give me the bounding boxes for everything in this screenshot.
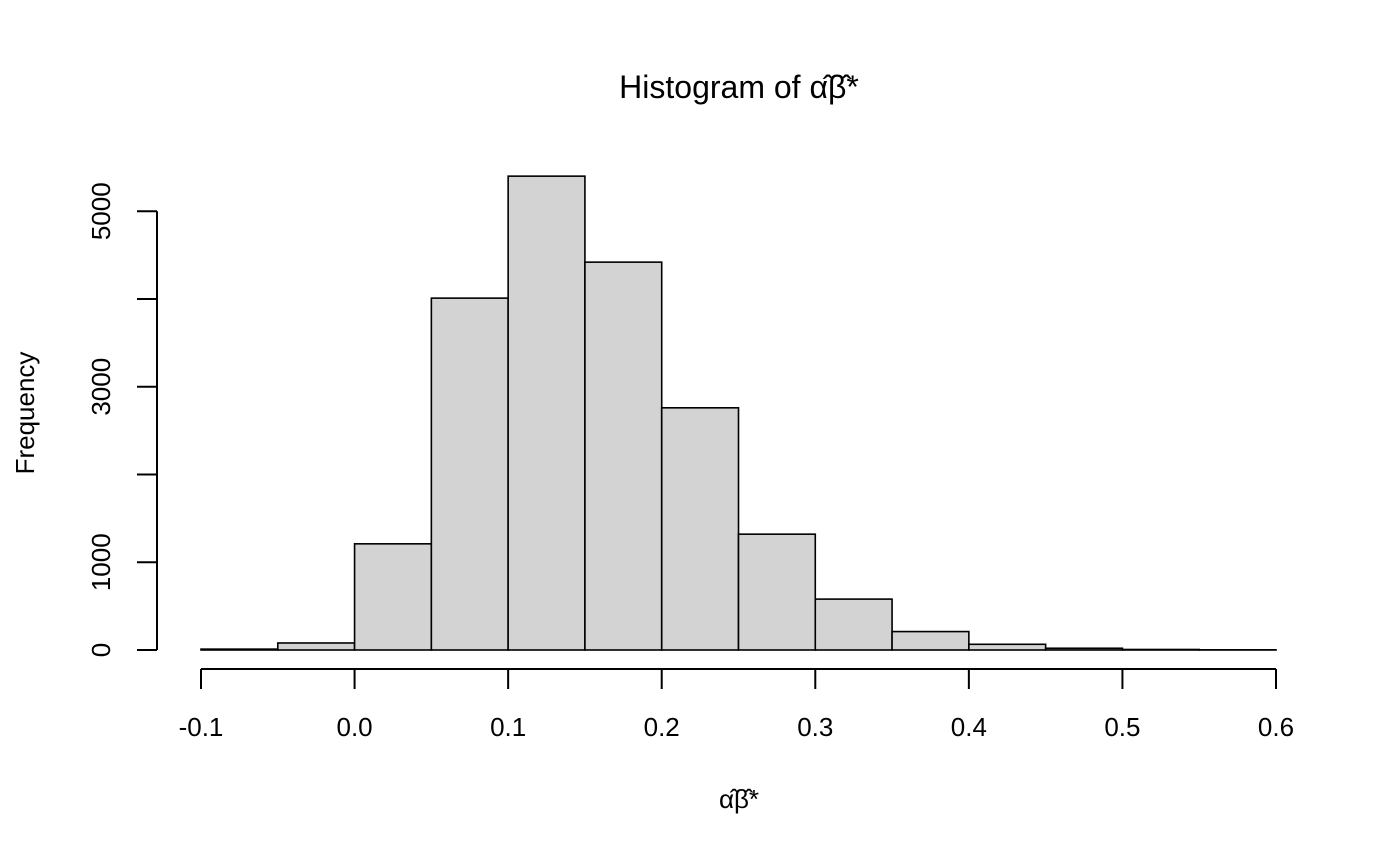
x-axis-label: α̂β̂* — [719, 784, 759, 814]
histogram-bar — [430, 297, 509, 651]
chart-title: Histogram of α̂β̂* — [619, 69, 859, 105]
x-tick-label: 0.0 — [336, 712, 372, 742]
histogram-bar — [891, 630, 970, 651]
histogram-bar — [200, 648, 279, 651]
histogram-bars — [200, 175, 1277, 651]
histogram-bar — [276, 642, 356, 651]
y-tick-label: 1000 — [86, 533, 116, 591]
y-tick-label: 5000 — [86, 182, 116, 240]
x-tick-label: 0.4 — [951, 712, 987, 742]
histogram-bar — [353, 543, 433, 651]
histogram-bar — [968, 643, 1047, 651]
histogram-bar — [507, 175, 586, 651]
y-tick-label: 3000 — [86, 358, 116, 416]
x-tick-label: -0.1 — [179, 712, 224, 742]
y-tick-label: 0 — [86, 643, 116, 657]
x-tick-label: 0.2 — [644, 712, 680, 742]
x-tick-label: 0.3 — [797, 712, 833, 742]
y-axis: 0 1000 3000 5000 — [86, 182, 158, 657]
histogram-bar — [1044, 647, 1124, 651]
histogram-bar — [660, 407, 740, 651]
histogram-bar — [737, 533, 817, 651]
histogram-bar — [1121, 648, 1201, 651]
y-axis-label: Frequency — [10, 352, 40, 475]
histogram-bar — [584, 261, 663, 651]
x-axis: -0.1 0.0 0.1 0.2 0.3 0.4 0.5 0.6 — [179, 668, 1294, 742]
histogram-bar — [814, 598, 893, 651]
x-tick-label: 0.5 — [1104, 712, 1140, 742]
x-tick-label: 0.1 — [490, 712, 526, 742]
x-tick-label: 0.6 — [1258, 712, 1294, 742]
